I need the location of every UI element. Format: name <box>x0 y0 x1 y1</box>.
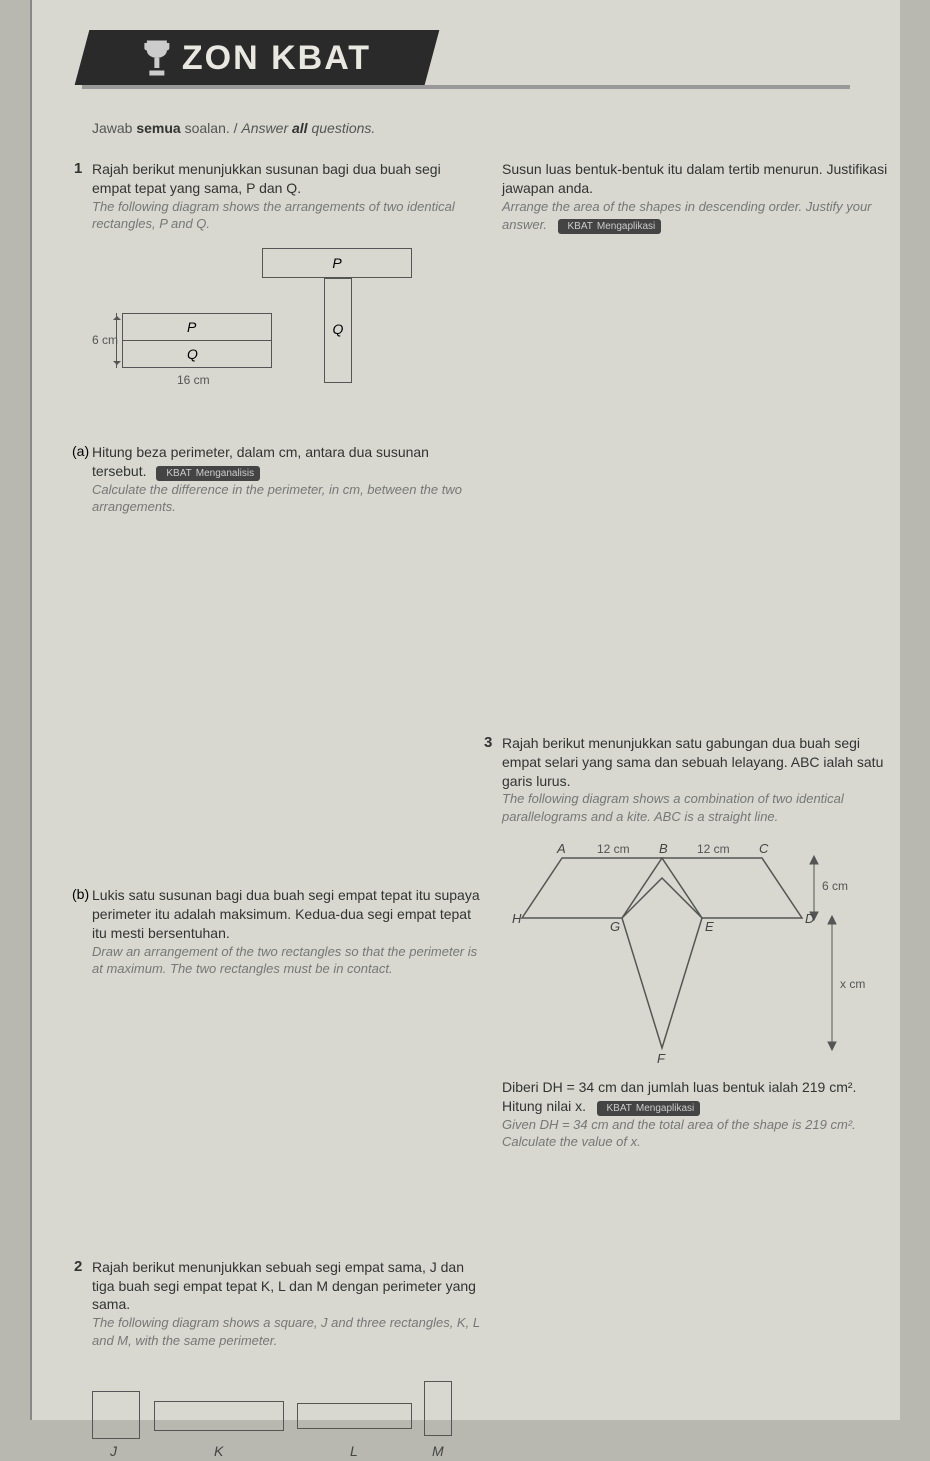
instr-ms-pre: Jawab <box>92 120 136 136</box>
q2-shape-j <box>92 1391 140 1439</box>
q3-svg: A B C D E F G H 12 cm 12 cm 6 cm <box>502 838 892 1068</box>
question-2: 2 Rajah berikut menunjukkan sebuah segi … <box>92 1258 482 1461</box>
q1r-kbat-tag: KBAT Mengaplikasi <box>558 219 662 234</box>
q2-shape-m <box>424 1381 452 1436</box>
q2-shape-l <box>297 1403 412 1429</box>
q1-shape-p-top: P <box>262 248 412 278</box>
q1-dim-16cm: 16 cm <box>177 373 210 387</box>
q3b-en: Given DH = 34 cm and the total area of t… <box>502 1116 892 1151</box>
q1a-kbat-tag: KBAT Menganalisis <box>156 466 260 481</box>
trophy-icon <box>142 38 172 78</box>
q2-number: 2 <box>74 1258 82 1275</box>
instr-ms-bold: semua <box>136 120 180 136</box>
q1a-ms: Hitung beza perimeter, dalam cm, antara … <box>92 444 429 479</box>
q1-diagram: P Q P Q 6 cm 16 cm <box>92 243 482 423</box>
q2-label-l: L <box>350 1443 358 1459</box>
q2-shape-k <box>154 1401 284 1431</box>
q3-diagram: A B C D E F G H 12 cm 12 cm 6 cm <box>502 838 892 1068</box>
q3-dim-x: x cm <box>840 977 865 991</box>
q3-pt-c: C <box>759 841 769 856</box>
q3-pt-a: A <box>556 841 566 856</box>
q1r-ms: Susun luas bentuk-bentuk itu dalam terti… <box>502 160 892 198</box>
q3-ms: Rajah berikut menunjukkan satu gabungan … <box>502 734 892 791</box>
q3-number: 3 <box>484 734 492 751</box>
q1-dim-6cm: 6 cm <box>92 333 118 347</box>
q3-kbat-tag: KBAT Mengaplikasi <box>597 1101 701 1116</box>
q3-en: The following diagram shows a combinatio… <box>502 790 892 825</box>
q2-diagram: J K L M <box>92 1361 482 1461</box>
q2-label-m: M <box>432 1443 444 1459</box>
header-banner: ZON KBAT <box>75 30 440 85</box>
q1r-tag-skill: Mengaplikasi <box>597 221 655 232</box>
q3-tag-label: KBAT <box>607 1103 632 1114</box>
instr-en-pre: Answer <box>241 120 292 136</box>
q1b-sub: (b) <box>72 886 89 902</box>
instr-ms-post: soalan. / <box>181 120 242 136</box>
q3-pt-f: F <box>657 1051 666 1066</box>
right-column: Susun luas bentuk-bentuk itu dalam terti… <box>502 160 892 1151</box>
q1a-sub: (a) <box>72 443 89 459</box>
q1-number: 1 <box>74 160 82 177</box>
q1-label-p2: P <box>187 319 196 335</box>
q3-pt-h: H <box>512 911 522 926</box>
q1b-ms: Lukis satu susunan bagi dua buah segi em… <box>92 887 480 941</box>
q1-text-en: The following diagram shows the arrangem… <box>92 198 482 233</box>
header-title: ZON KBAT <box>182 38 371 77</box>
q3-tag-skill: Mengaplikasi <box>636 1103 694 1114</box>
q1-divider <box>122 340 272 341</box>
q1a-en: Calculate the difference in the perimete… <box>92 481 482 516</box>
q1-right-continuation: Susun luas bentuk-bentuk itu dalam terti… <box>502 160 892 234</box>
q1-text-ms: Rajah berikut menunjukkan susunan bagi d… <box>92 160 482 198</box>
q3-dim-12a: 12 cm <box>597 842 630 856</box>
question-1a: (a) Hitung beza perimeter, dalam cm, ant… <box>92 443 482 516</box>
question-3: 3 Rajah berikut menunjukkan satu gabunga… <box>502 734 892 1151</box>
q3-dim-6: 6 cm <box>822 879 848 893</box>
q2-ms: Rajah berikut menunjukkan sebuah segi em… <box>92 1258 482 1315</box>
q3-dim-12b: 12 cm <box>697 842 730 856</box>
q1b-en: Draw an arrangement of the two rectangle… <box>92 943 482 978</box>
instruction-line: Jawab semua soalan. / Answer all questio… <box>92 120 375 136</box>
q1a-tag-label: KBAT <box>166 468 191 479</box>
content-area: 1 Rajah berikut menunjukkan susunan bagi… <box>92 160 850 1400</box>
q3-pt-d: D <box>805 911 814 926</box>
q2-label-k: K <box>214 1443 223 1459</box>
header-underline <box>82 85 850 89</box>
q1-shape-q-vert: Q <box>324 278 352 383</box>
page: ZON KBAT Jawab semua soalan. / Answer al… <box>30 0 900 1420</box>
q3-pt-e: E <box>705 919 714 934</box>
q2-label-j: J <box>110 1443 117 1459</box>
question-1: 1 Rajah berikut menunjukkan susunan bagi… <box>92 160 482 978</box>
q1-label-q2: Q <box>187 346 198 362</box>
q3-bottom: Diberi DH = 34 cm dan jumlah luas bentuk… <box>502 1078 892 1151</box>
q2-en: The following diagram shows a square, J … <box>92 1314 482 1349</box>
q1a-tag-skill: Menganalisis <box>196 468 254 479</box>
q3-pt-g: G <box>610 919 620 934</box>
q1r-tag-label: KBAT <box>568 221 593 232</box>
q3-pt-b: B <box>659 841 668 856</box>
instr-en-bold: all <box>292 120 308 136</box>
instr-en-post: questions. <box>308 120 376 136</box>
question-1b: (b) Lukis satu susunan bagi dua buah seg… <box>92 886 482 978</box>
left-column: 1 Rajah berikut menunjukkan susunan bagi… <box>92 160 482 1461</box>
